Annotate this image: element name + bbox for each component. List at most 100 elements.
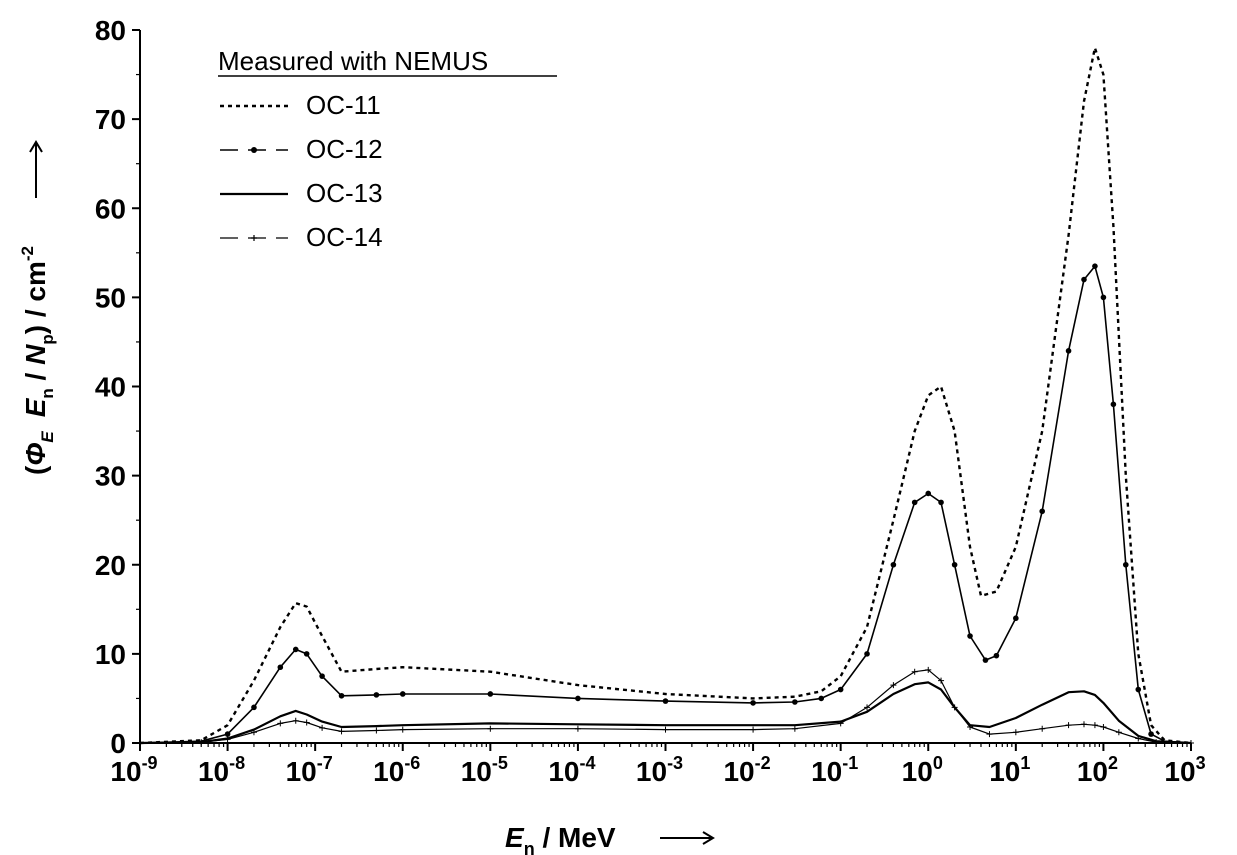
- series-marker: [224, 731, 231, 737]
- series-marker: [399, 691, 406, 697]
- legend-label: OC-11: [306, 90, 381, 120]
- x-tick-label: 10-6: [373, 753, 420, 787]
- x-tick-label: 100: [902, 753, 943, 787]
- series-marker: [1115, 729, 1122, 736]
- series-marker: [925, 666, 932, 673]
- x-tick-label: 10-7: [286, 753, 333, 787]
- series-marker: [292, 717, 299, 724]
- series-marker: [1012, 729, 1019, 736]
- series-marker: [224, 736, 231, 743]
- legend-label: OC-12: [306, 134, 383, 164]
- y-tick-label: 70: [95, 104, 126, 135]
- series-marker: [303, 651, 310, 657]
- y-tick-label: 0: [110, 728, 126, 759]
- x-tick-label: 10-8: [198, 753, 245, 787]
- axes: [139, 30, 1191, 744]
- series-marker: [982, 657, 989, 663]
- series-marker: [967, 633, 973, 639]
- series-marker: [1091, 722, 1098, 729]
- y-tick-label: 60: [95, 193, 126, 224]
- series-marker: [251, 704, 257, 711]
- x-axis-title: En / MeV: [505, 822, 616, 855]
- x-axis-arrow: [660, 831, 715, 845]
- series-marker: [662, 726, 669, 733]
- series-marker: [890, 561, 897, 568]
- legend-items: OC-11 OC-12 OC-13 OC-14: [220, 90, 383, 252]
- series-line: [139, 46, 1192, 745]
- series-marker: [938, 677, 945, 684]
- series-marker: [951, 561, 958, 568]
- y-tick-label: 10: [95, 639, 126, 670]
- y-tick-label: 30: [95, 461, 126, 492]
- series-marker: [986, 731, 993, 738]
- series-marker: [864, 651, 870, 657]
- x-tick-label: 10-5: [461, 753, 508, 787]
- y-tick-label: 20: [95, 550, 126, 581]
- series-marker: [1100, 723, 1107, 730]
- series-marker: [338, 692, 345, 699]
- series-marker: [1081, 276, 1087, 283]
- series-marker: [662, 698, 669, 704]
- y-axis-title: (ΦEEn / Np) / cm-2: [18, 246, 57, 475]
- series-marker: [1122, 561, 1129, 568]
- series-marker: [750, 726, 757, 733]
- series-marker: [818, 695, 825, 702]
- series-marker: [925, 490, 932, 497]
- y-tick-label: 40: [95, 372, 126, 403]
- series-marker: [837, 686, 844, 693]
- series-marker: [574, 725, 581, 732]
- series-marker: [1110, 401, 1117, 408]
- series-marker: [399, 726, 406, 733]
- series-marker: [1135, 686, 1142, 693]
- series-marker: [967, 723, 974, 730]
- series-marker: [1100, 294, 1107, 301]
- series-marker: [1148, 731, 1154, 737]
- series-marker: [1092, 263, 1098, 269]
- y-ticks: 0 10 20 30 40 50 60 70 80: [95, 15, 140, 759]
- series-marker: [1039, 725, 1046, 732]
- series-line: [139, 681, 1192, 745]
- series-marker: [792, 699, 798, 705]
- legend: Measured with NEMUS OC-11 OC-12 OC-13 OC-14: [218, 46, 557, 252]
- series-marker: [791, 725, 798, 732]
- series-marker: [373, 727, 380, 734]
- legend-label: OC-13: [306, 178, 383, 208]
- series-marker: [938, 499, 944, 506]
- series-marker: [993, 652, 1000, 659]
- series-line: [139, 265, 1192, 744]
- series-marker: [1080, 721, 1087, 728]
- y-tick-label: 80: [95, 15, 126, 46]
- x-tick-label: 10-4: [548, 753, 595, 787]
- series-marker: [277, 664, 284, 671]
- series-marker: [951, 704, 958, 711]
- series-marker: [575, 695, 581, 702]
- x-tick-label: 102: [1077, 753, 1118, 787]
- y-axis-arrow: [29, 140, 43, 198]
- series-marker: [319, 673, 325, 679]
- series-marker: [338, 728, 345, 735]
- series-marker: [487, 691, 494, 697]
- x-tick-label: 103: [1164, 753, 1205, 787]
- series-marker: [1013, 615, 1019, 622]
- series-marker: [250, 729, 257, 736]
- x-tick-label: 10-1: [811, 753, 858, 787]
- plot-lines: [137, 46, 1194, 746]
- x-tick-label: 101: [989, 753, 1030, 787]
- legend-label: OC-14: [306, 222, 383, 252]
- series-marker: [373, 692, 380, 698]
- series-marker: [319, 724, 326, 731]
- legend-title: Measured with NEMUS: [218, 46, 488, 76]
- y-tick-label: 50: [95, 282, 126, 313]
- series-marker: [864, 704, 871, 711]
- series-marker: [911, 499, 918, 506]
- series-marker: [1065, 722, 1072, 729]
- series-marker: [911, 668, 918, 675]
- series-marker: [1135, 735, 1142, 742]
- x-ticks: 10-9 10-8 10-7 10-6 10-5 10-4 10-3 10-2 10-1 100 1…: [110, 743, 1206, 787]
- series-marker: [303, 719, 310, 726]
- legend-marker: [251, 235, 257, 241]
- x-tick-label: 10-3: [636, 753, 683, 787]
- series-marker: [1065, 348, 1072, 354]
- series-marker: [837, 720, 844, 727]
